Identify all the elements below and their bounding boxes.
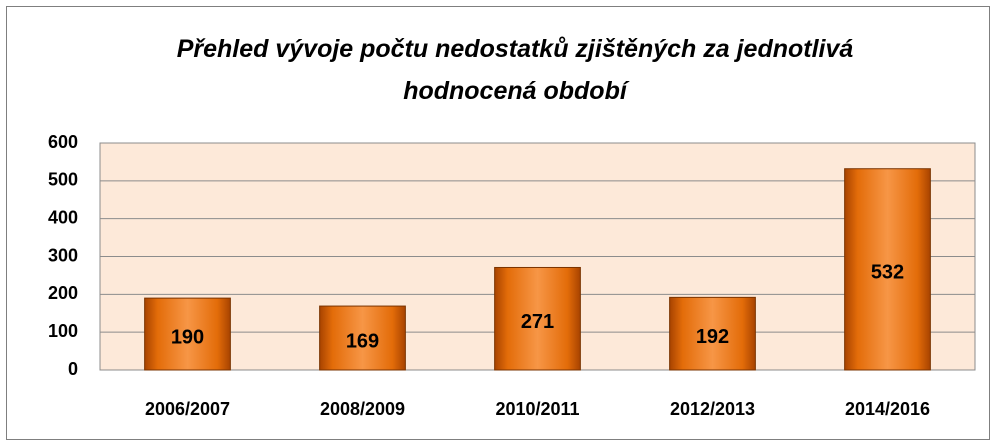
x-tick-label: 2010/2011 (495, 399, 579, 419)
data-label: 169 (346, 330, 379, 352)
y-tick-label: 500 (48, 170, 78, 190)
x-tick-label: 2014/2016 (845, 399, 930, 419)
bar (844, 168, 931, 371)
y-tick-label: 200 (48, 283, 78, 303)
data-label: 192 (696, 326, 729, 348)
bar (144, 297, 231, 371)
y-tick-label: 300 (48, 245, 78, 265)
data-label: 190 (171, 326, 204, 348)
y-tick-label: 600 (48, 132, 78, 152)
y-tick-label: 400 (48, 207, 78, 227)
data-label: 271 (521, 311, 554, 333)
x-tick-label: 2012/2013 (670, 399, 755, 419)
y-tick-label: 0 (68, 359, 78, 379)
x-tick-label: 2008/2009 (320, 399, 405, 419)
bar (319, 305, 406, 371)
chart-frame (6, 6, 990, 440)
bar (669, 296, 756, 371)
bar (494, 266, 581, 371)
y-tick-label: 100 (48, 321, 78, 341)
chart-title: Přehled vývoje počtu nedostatků zjištěný… (176, 35, 854, 105)
x-tick-label: 2006/2007 (145, 399, 230, 419)
data-label: 532 (871, 262, 904, 284)
